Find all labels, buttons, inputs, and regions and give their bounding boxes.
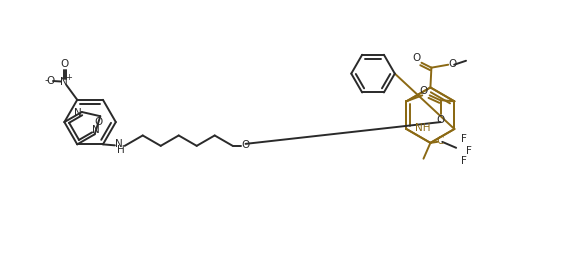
Text: NH: NH: [415, 123, 431, 133]
Text: F: F: [461, 156, 467, 166]
Text: H: H: [118, 145, 125, 155]
Text: O: O: [437, 115, 445, 125]
Text: F: F: [466, 146, 472, 156]
Text: F: F: [461, 134, 467, 144]
Text: N: N: [60, 76, 68, 87]
Text: N: N: [73, 108, 81, 118]
Text: N: N: [115, 139, 123, 149]
Text: C: C: [436, 136, 444, 146]
Text: N: N: [92, 125, 99, 135]
Text: O: O: [61, 59, 69, 69]
Text: O: O: [241, 140, 249, 150]
Text: O: O: [47, 75, 55, 86]
Text: O: O: [448, 59, 456, 69]
Text: O: O: [412, 53, 421, 63]
Text: O: O: [94, 117, 102, 127]
Text: +: +: [65, 73, 72, 82]
Text: O: O: [420, 86, 428, 96]
Text: -: -: [44, 75, 48, 86]
